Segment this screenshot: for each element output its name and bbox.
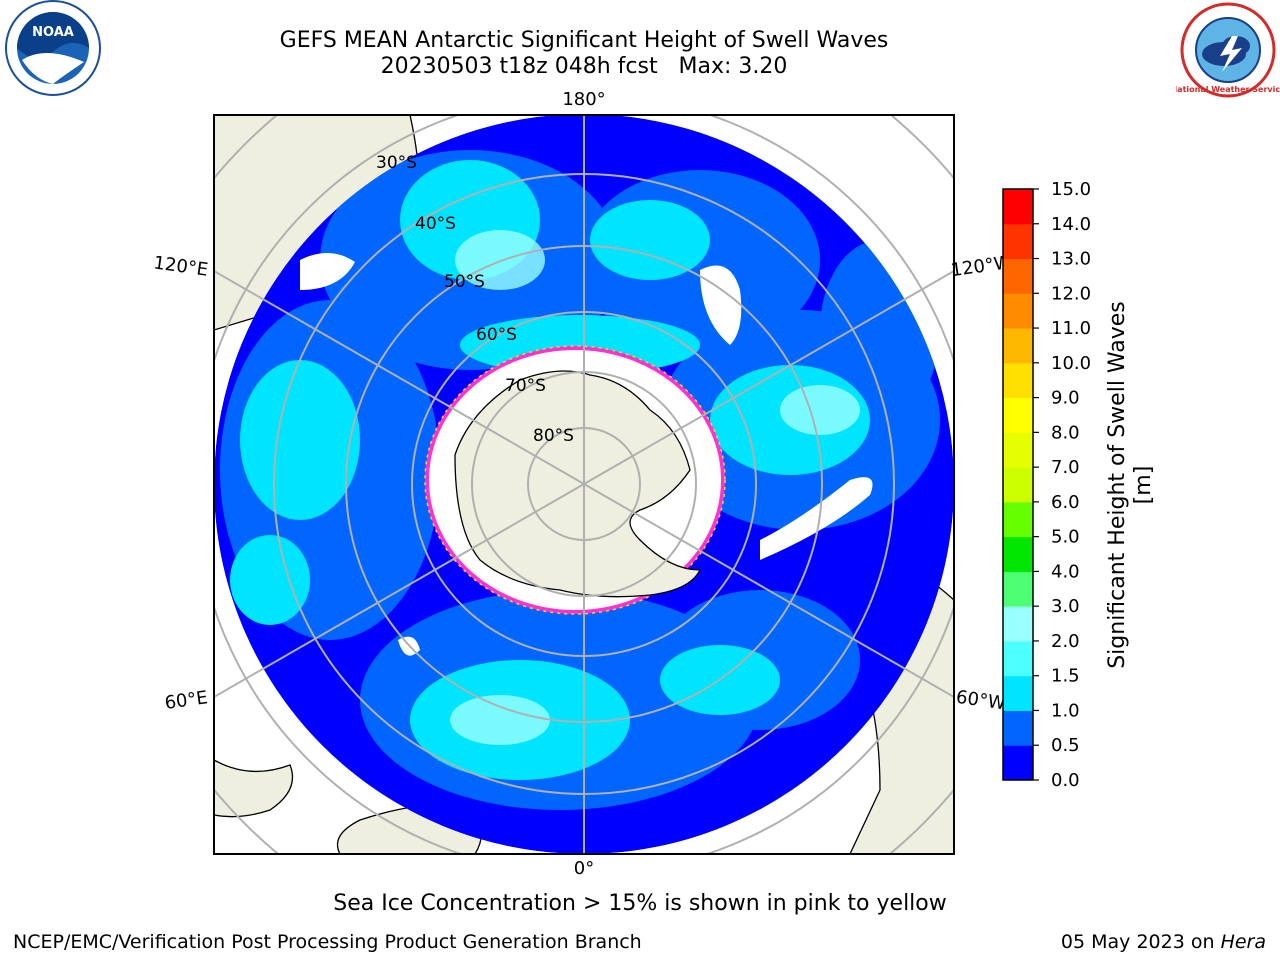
colorbar-swatch xyxy=(1003,223,1033,260)
colorbar-swatch xyxy=(1003,745,1033,781)
colorbar-swatch xyxy=(1003,640,1033,677)
sea-ice-caption: Sea Ice Concentration > 15% is shown in … xyxy=(333,891,947,916)
colorbar-tick-label: 7.0 xyxy=(1051,457,1080,478)
colorbar-tick-label: 4.0 xyxy=(1051,561,1080,582)
colorbar-swatch xyxy=(1003,675,1033,711)
colorbar-tick-label: 8.0 xyxy=(1051,422,1080,443)
colorbar: 0.0 0.5 1.0 1.5 2.0 3.0 4.0 5.0 6.0 7.0 8.0 9.0 10.0… xyxy=(1002,179,1091,791)
colorbar-tick-label: 14.0 xyxy=(1051,214,1091,235)
colorbar-tick-label: 5.0 xyxy=(1051,527,1080,548)
lon-label-180: 180° xyxy=(562,89,605,110)
colorbar-tick-label: 10.0 xyxy=(1051,353,1091,374)
lat-label-70s: 70°S xyxy=(505,376,546,396)
colorbar-tick-label: 6.0 xyxy=(1051,492,1080,513)
colorbar-label-line1: Significant Height of Swell Waves xyxy=(1105,301,1130,669)
colorbar-tick-label: 3.0 xyxy=(1051,596,1080,617)
title-line-1: GEFS MEAN Antarctic Significant Height o… xyxy=(279,28,889,53)
colorbar-swatch xyxy=(1003,258,1033,294)
lat-label-60s: 60°S xyxy=(476,325,517,345)
colorbar-swatch xyxy=(1003,536,1033,572)
credit-line: NCEP/EMC/Verification Post Processing Pr… xyxy=(13,931,642,953)
lon-label-60e: 60°E xyxy=(163,687,209,714)
colorbar-tick-label: 15.0 xyxy=(1051,179,1091,200)
colorbar-swatch xyxy=(1003,606,1033,642)
lat-label-50s: 50°S xyxy=(444,272,485,292)
colorbar-swatch xyxy=(1003,362,1033,399)
lon-label-60w: 60°W xyxy=(955,687,1007,715)
colorbar-swatch xyxy=(1003,501,1033,538)
colorbar-tick-label: 0.0 xyxy=(1051,770,1080,791)
colorbar-swatch xyxy=(1003,397,1033,433)
graticule xyxy=(214,115,954,854)
nws-logo-text: National Weather Service xyxy=(1176,85,1280,94)
colorbar-tick-label: 1.5 xyxy=(1051,666,1080,687)
colorbar-swatch xyxy=(1003,328,1033,364)
nws-logo: National Weather Service xyxy=(1176,2,1280,98)
lat-label-80s: 80°S xyxy=(533,426,574,446)
colorbar-tick-label: 2.0 xyxy=(1051,631,1080,652)
lat-label-40s: 40°S xyxy=(415,214,456,234)
noaa-logo: NOAA xyxy=(5,0,101,96)
title-line-2: 20230503 t18z 048h fcst Max: 3.20 xyxy=(380,54,788,79)
colorbar-swatch xyxy=(1003,189,1033,225)
colorbar-swatch xyxy=(1003,293,1033,329)
map-frame xyxy=(213,114,955,855)
noaa-logo-text: NOAA xyxy=(32,25,74,40)
colorbar-tick-label: 13.0 xyxy=(1051,249,1091,270)
colorbar-frame xyxy=(1002,188,1034,781)
colorbar-tick-label: 12.0 xyxy=(1051,283,1091,304)
date-stamp: 05 May 2023 on Hera xyxy=(1061,931,1266,953)
colorbar-swatch xyxy=(1003,571,1033,607)
colorbar-swatch xyxy=(1003,432,1033,468)
lon-label-120e: 120°E xyxy=(152,252,209,280)
colorbar-swatch xyxy=(1003,467,1033,503)
lon-label-0: 0° xyxy=(574,858,594,879)
colorbar-tick-label: 9.0 xyxy=(1051,388,1080,409)
colorbar-swatch xyxy=(1003,710,1033,746)
host-name: Hera xyxy=(1220,931,1266,953)
colorbar-tick-label: 1.0 xyxy=(1051,700,1080,721)
date-stamp-text: 05 May 2023 on xyxy=(1060,931,1215,953)
colorbar-tick-label: 0.5 xyxy=(1051,735,1080,756)
colorbar-label-line2: [m] xyxy=(1131,466,1156,505)
colorbar-tick-label: 11.0 xyxy=(1051,318,1091,339)
lat-label-30s: 30°S xyxy=(376,153,417,173)
